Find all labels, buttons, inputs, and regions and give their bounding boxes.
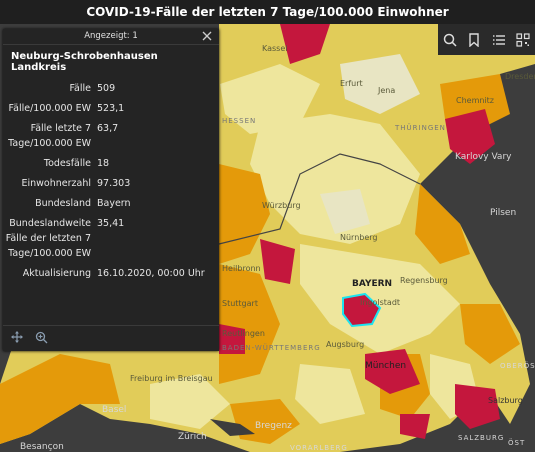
map-label-basel: Basel [102,405,127,415]
field-label: Fälle letzte 7 Tage/100.000 EW [8,123,91,149]
map-label-nurnberg: Nürnberg [340,233,378,242]
region-very-high [365,349,420,394]
map-label-osterreich: ÖST [508,439,526,447]
close-icon[interactable] [201,30,213,42]
popup-title: Neuburg-Schrobenhausen Landkreis [11,51,158,73]
field-label: Bundeslandweite Fälle der letzten 7 Tage… [5,218,91,259]
map-label-freiburg: Freiburg im Breisgau [130,374,213,383]
region-high [460,304,520,364]
popup-header: Angezeigt: 1 [3,29,219,45]
map-canvas[interactable] [0,24,535,452]
bookmark-icon[interactable] [465,31,483,49]
list-icon[interactable] [490,31,508,49]
popup-fields: Fälle 509 Fälle/100.000 EW 523,1 Fälle letzt… [3,81,219,286]
popup-count: Angezeigt: 1 [84,31,138,41]
map-label-regensburg: Regensburg [400,276,448,285]
field-label: Todesfälle [43,158,91,169]
region-very-high [445,109,495,164]
map-label-bregenz: Bregenz [255,421,292,431]
field-label: Bundesland [35,198,91,209]
region-very-high [280,24,330,64]
region-very-low [320,189,370,234]
map-label-bayern: BAYERN [352,279,393,289]
map-label-karlovy-vary: Karlovy Vary [455,152,512,162]
map-label-vorarlberg: VORARLBERG [290,444,348,452]
popup-field-row: Bundesland Bayern [3,196,219,216]
popup-field-row: Fälle 509 [3,81,219,101]
field-value: 97.303 [97,178,131,189]
move-icon[interactable] [11,331,23,346]
region-low [250,114,420,244]
qr-icon[interactable] [514,31,532,49]
map-label-wurzburg: Würzburg [262,201,301,210]
zoom-to-icon[interactable] [35,331,48,347]
map-label-zurich: Zürich [178,432,207,442]
state-border [218,153,421,245]
map-label-hessen: HESSEN [222,117,257,125]
popup-field-row: Todesfälle 18 [3,156,219,176]
map-label-munchen: München [365,361,407,371]
field-value: 16.10.2020, 00:00 Uhr [97,268,205,279]
selected-district[interactable] [342,292,382,328]
field-value: 18 [97,158,110,169]
popup-field-row: Fälle/100.000 EW 523,1 [3,101,219,121]
map-toolbar [438,24,535,55]
map-label-salzburg: Salzburg [488,396,523,405]
popup-field-row: Aktualisierung 16.10.2020, 00:00 Uhr [3,266,219,286]
map-label-augsburg: Augsburg [326,340,365,349]
field-label: Einwohnerzahl [21,178,91,189]
region-very-low [340,54,420,114]
map-label-jena: Jena [378,86,396,95]
region-very-high [219,324,245,354]
region-low [300,244,460,354]
field-label: Fälle [69,83,91,94]
map-label-salzburg-region: SALZBURG [458,434,505,442]
region-low [220,64,320,134]
map-label-erfurt: Erfurt [340,79,363,88]
popup-footer [3,325,219,351]
field-value: Bayern [97,198,131,209]
map-label-reutlingen: Reutlingen [222,329,265,338]
field-label: Aktualisierung [22,268,91,279]
map-label-bawue: BADEN-WÜRTTEMBERG [222,344,321,352]
lake-constance [210,419,255,436]
map-label-ingolstadt: Ingolstadt [360,298,401,307]
field-value: 35,41 [97,218,125,229]
region-low [295,364,365,424]
map-label-dresden: Dresden [505,72,535,81]
map-label-heilbronn: Heilbronn [222,264,261,273]
popup-field-row: Fälle letzte 7 Tage/100.000 EW 63,7 [3,121,219,156]
field-value: 523,1 [97,103,125,114]
map-label-besancon: Besançon [20,442,64,452]
map-label-stuttgart: Stuttgart [222,299,258,308]
info-popup: Angezeigt: 1 Neuburg-Schrobenhausen Land… [3,29,219,351]
field-label: Fälle/100.000 EW [8,103,91,114]
map-label-thuringen: THÜRINGEN [395,124,446,132]
popup-field-row: Bundeslandweite Fälle der letzten 7 Tage… [3,216,219,266]
choropleth-map[interactable]: Kassel Erfurt Jena Dresden Chemnitz Karl… [0,24,535,452]
map-label-chemnitz: Chemnitz [456,96,494,105]
field-value: 63,7 [97,123,119,134]
search-icon[interactable] [441,31,459,49]
map-label-kassel: Kassel [262,44,288,53]
region-low [150,374,230,429]
map-title: COVID-19-Fälle der letzten 7 Tage/100.00… [0,0,535,24]
popup-field-row: Einwohnerzahl 97.303 [3,176,219,196]
map-label-ober: OBERÖS [500,362,535,370]
field-value: 509 [97,83,116,94]
map-label-pilsen: Pilsen [490,208,517,218]
region-very-high [260,239,295,284]
region-very-high [400,414,430,439]
region-high [415,184,470,264]
region-high [219,164,270,264]
region-very-high [455,384,500,429]
region-high [0,354,120,444]
